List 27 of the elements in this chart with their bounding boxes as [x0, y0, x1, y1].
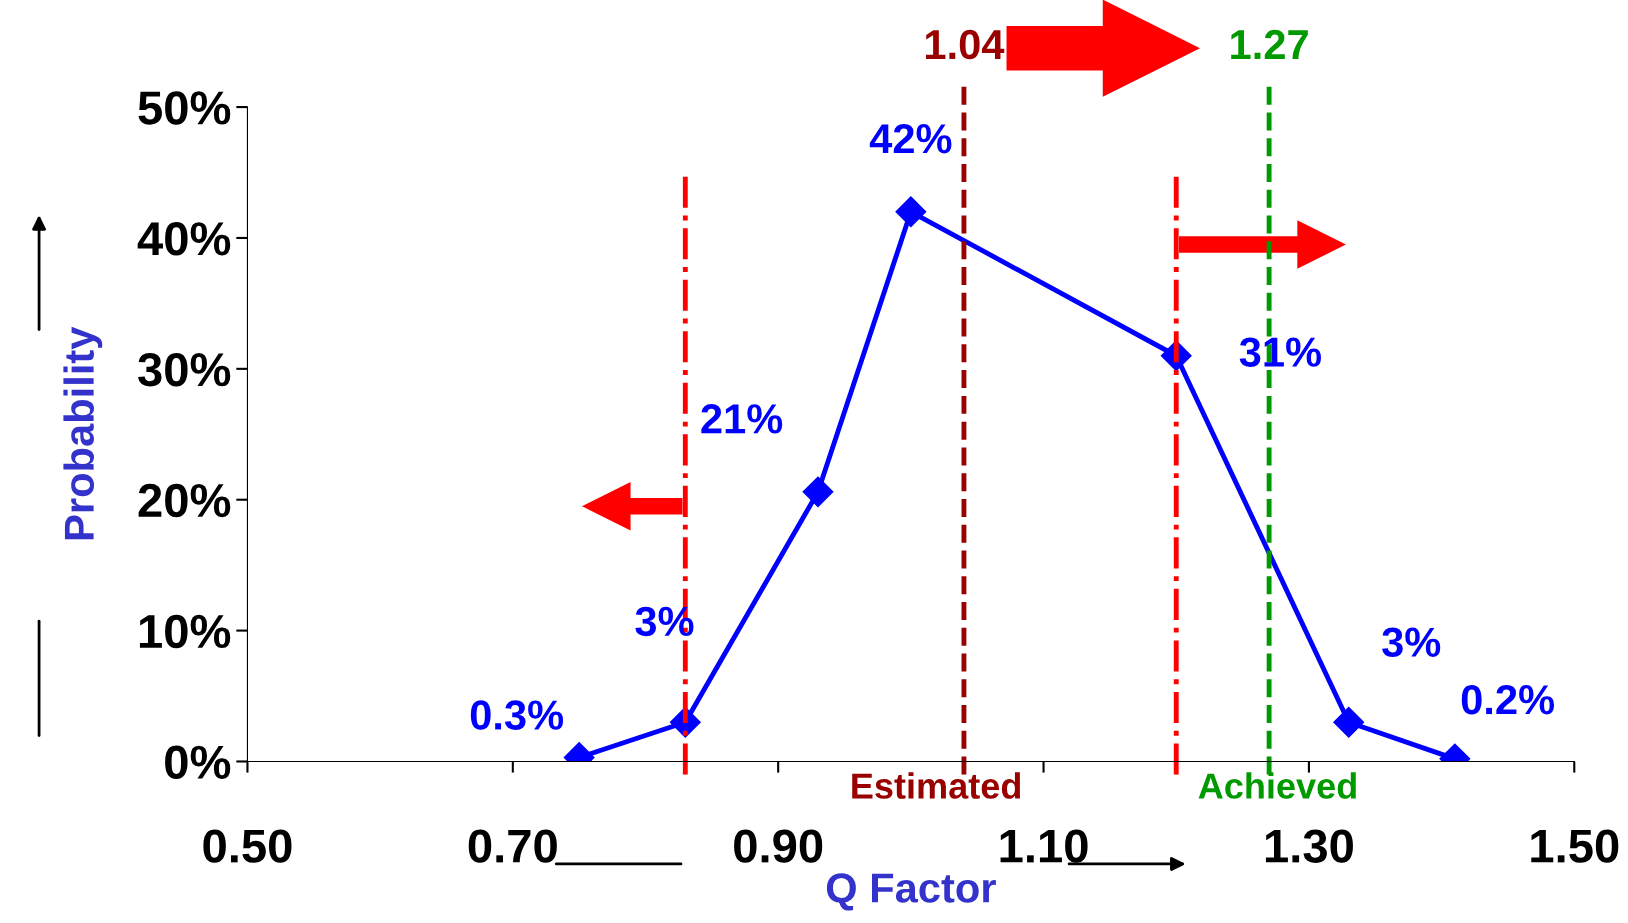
data-label: 21% [701, 404, 783, 434]
point [895, 196, 927, 228]
x-tick-label: 1.50 [1531, 829, 1619, 863]
x-axis-title: Q Factor [826, 873, 996, 911]
y-tick-label: 10% [139, 614, 231, 649]
y-tick-label: 20% [138, 483, 231, 518]
ref-line-label: 1.04 [926, 29, 1005, 60]
data-label: 0.3% [470, 700, 564, 730]
x-tick-label: 1.10 [1000, 829, 1088, 863]
x-tick-label: 1.30 [1265, 829, 1353, 863]
data-label: 3% [635, 606, 694, 637]
text: Estimated [852, 772, 1021, 799]
data-label: 42% [869, 124, 952, 154]
y-tick-label: 50% [138, 91, 231, 125]
text: Achieved [1198, 772, 1356, 799]
point [1333, 706, 1365, 738]
x-tick-label: 0.90 [734, 829, 823, 863]
y-tick-label: 0% [165, 745, 231, 780]
y-axis-title: Probability [63, 326, 103, 540]
y-tick-label: 30% [138, 352, 231, 387]
y-tick-label: 40% [137, 222, 231, 256]
x-tick-label: 0.70 [468, 829, 557, 863]
ref-line-label: 1.27 [1231, 29, 1308, 59]
point [802, 476, 834, 508]
data-label: 3% [1382, 627, 1441, 658]
x-tick-label: 0.50 [203, 829, 292, 863]
data-label: 0.2% [1461, 684, 1555, 715]
